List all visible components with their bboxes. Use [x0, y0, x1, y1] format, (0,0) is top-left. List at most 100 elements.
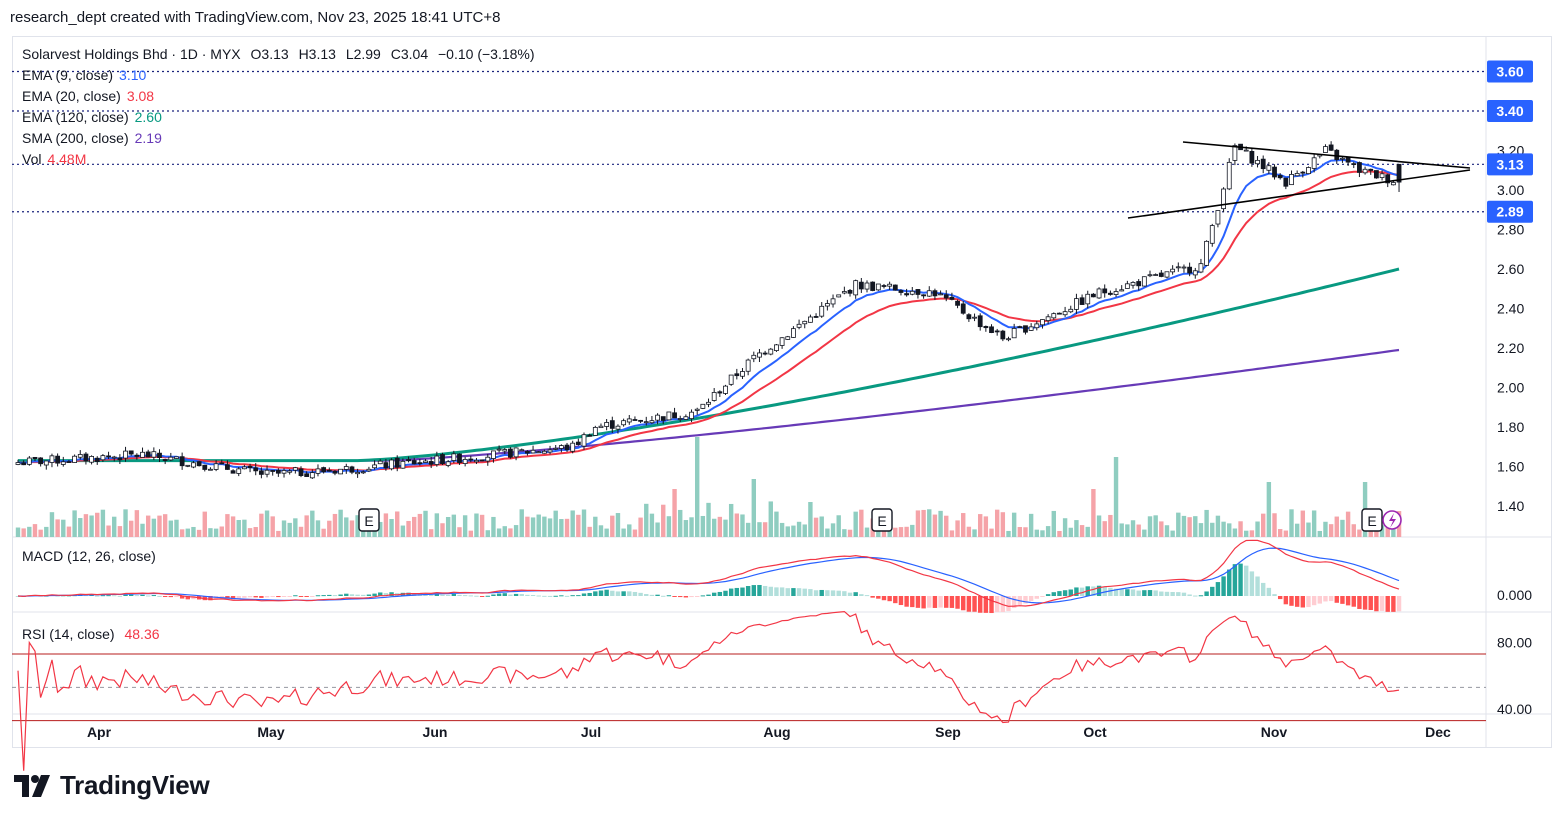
candle-body [145, 451, 151, 458]
candle [1079, 294, 1085, 305]
macd-histogram-bar [491, 594, 496, 596]
candle [134, 453, 140, 460]
candle-body [751, 354, 757, 360]
macd-histogram-bar [434, 593, 440, 596]
chart-frame[interactable] [12, 36, 1552, 748]
legend-ema120[interactable]: EMA (120, close) 2.60 [22, 107, 535, 128]
macd-histogram-bar [1096, 585, 1102, 596]
candle-body [1017, 326, 1023, 328]
macd-histogram-bar [1272, 594, 1277, 596]
candle-body [734, 373, 740, 377]
macd-histogram-bar [281, 596, 287, 597]
candle-body [321, 467, 327, 473]
volume-bar [802, 524, 807, 537]
earnings-letter: E [364, 513, 373, 529]
candle-body [570, 442, 576, 452]
candle-body [241, 466, 247, 470]
volume-bar [185, 528, 190, 537]
volume-bar [378, 521, 383, 537]
candle [853, 279, 859, 299]
candle [21, 460, 27, 466]
legend-ema9-label: EMA (9, close) [22, 67, 114, 83]
candle-body [824, 303, 830, 307]
macd-histogram-bar [191, 596, 196, 600]
candle [468, 455, 474, 463]
candle-body [309, 472, 315, 479]
legend-ema9[interactable]: EMA (9, close) 3.10 [22, 65, 535, 86]
candle-body [1153, 274, 1159, 276]
volume-bar [247, 528, 253, 537]
volume-bar [474, 513, 479, 537]
candle [117, 454, 123, 465]
candle [677, 415, 683, 423]
volume-bar [95, 512, 100, 537]
macd-histogram-bar [1074, 587, 1079, 596]
volume-bar [162, 514, 168, 537]
candle [162, 458, 168, 465]
volume-bar [1187, 517, 1192, 537]
legend-ema20[interactable]: EMA (20, close) 3.08 [22, 86, 535, 107]
candle [389, 458, 394, 471]
candle [304, 471, 310, 477]
candle-body [462, 458, 468, 464]
volume-bar [1034, 529, 1039, 537]
volume-bar [1334, 516, 1339, 537]
macd-histogram-bar [644, 593, 649, 596]
volume-bar [711, 518, 717, 537]
volume-bar [21, 528, 26, 537]
macd-histogram-bar [145, 595, 151, 597]
candle [55, 453, 61, 467]
volume-bar [938, 510, 943, 537]
macd-histogram-bar [1215, 582, 1221, 596]
candle [66, 459, 72, 463]
volume-bar [1198, 523, 1204, 537]
candle-body [553, 447, 559, 450]
macd-histogram-bar [1238, 563, 1243, 596]
volume-bar [1272, 513, 1277, 537]
candle-body [785, 336, 791, 340]
candle [225, 460, 230, 470]
macd-histogram-bar [530, 595, 536, 597]
volume-bar [1125, 524, 1130, 537]
legend-vol[interactable]: Vol 4.48M [22, 149, 535, 170]
volume-bar [179, 529, 185, 537]
candle [541, 449, 547, 454]
volume-bar [932, 514, 938, 537]
candle-body [502, 449, 508, 452]
triangle-pattern [1127, 141, 1471, 219]
candle-body [411, 460, 417, 465]
macd-histogram-bar [1147, 590, 1153, 596]
macd-histogram-bar [949, 596, 955, 608]
candle [1306, 166, 1311, 175]
candle [728, 374, 734, 386]
legend-open: O3.13 [250, 46, 289, 62]
candle [440, 452, 445, 465]
candle-body [1362, 168, 1368, 174]
volume-bar [632, 529, 638, 537]
macd-label[interactable]: MACD (12, 26, close) [22, 548, 156, 564]
rsi-legend[interactable]: RSI (14, close) 48.36 [22, 626, 160, 642]
volume-bar [615, 513, 621, 537]
candle [1368, 168, 1374, 175]
macd-histogram-bar [961, 596, 966, 611]
volume-bar [530, 517, 536, 537]
volume-bar [344, 517, 349, 537]
volume-bar [1085, 526, 1090, 537]
volume-bar [581, 509, 587, 537]
volume-bar [451, 514, 457, 537]
candle [1158, 270, 1164, 278]
volume-bar [129, 520, 134, 537]
candle [830, 294, 836, 308]
candle-body [1079, 297, 1085, 305]
volume-bar [1102, 521, 1107, 537]
rsi-line [17, 610, 1400, 771]
price-badge [1487, 100, 1533, 122]
candle-body [349, 466, 355, 473]
legend-sma200[interactable]: SMA (200, close) 2.19 [22, 128, 535, 149]
volume-bar [695, 437, 700, 537]
macd-histogram-bar [502, 593, 507, 596]
volume-bar [287, 522, 292, 537]
tradingview-logo[interactable]: TradingView [14, 770, 210, 801]
candle-body [1334, 149, 1340, 160]
